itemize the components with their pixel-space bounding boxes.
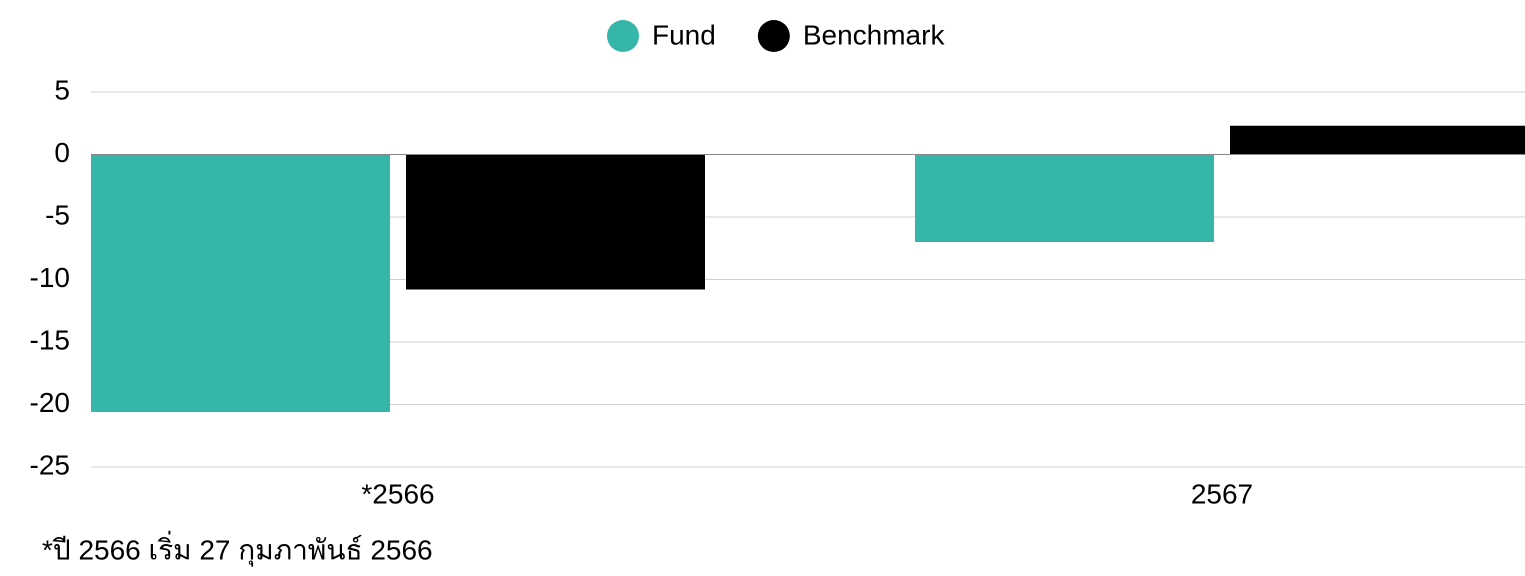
y-tick-label: -25 [30, 449, 70, 480]
legend-swatch [757, 20, 790, 52]
y-tick-label: -10 [30, 262, 70, 293]
legend-swatch [607, 20, 639, 52]
legend-label: Fund [652, 19, 716, 50]
bar [91, 154, 390, 412]
y-tick-label: -20 [30, 387, 70, 418]
bar [1230, 125, 1525, 155]
y-tick-label: -15 [30, 324, 70, 355]
bar [406, 154, 705, 290]
bar [915, 154, 1214, 242]
y-tick-label: -5 [45, 199, 70, 230]
footnote: *ปี 2566 เริ่ม 27 กุมภาพันธ์ 2566 [42, 530, 433, 567]
x-tick-label: *2566 [361, 478, 434, 509]
legend-label: Benchmark [803, 19, 946, 50]
y-tick-label: 5 [54, 74, 70, 105]
y-tick-label: 0 [54, 137, 70, 168]
x-tick-label: 2567 [1191, 478, 1253, 509]
